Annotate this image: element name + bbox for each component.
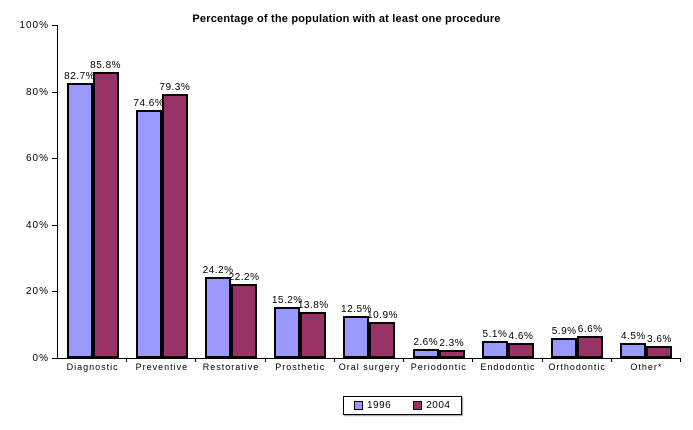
value-label: 85.8% xyxy=(90,60,122,72)
x-axis-tick xyxy=(333,358,335,362)
x-axis-tick xyxy=(195,358,197,362)
y-axis-tick-label: 80% xyxy=(25,86,49,98)
legend-entry-2004: 2004 xyxy=(413,400,450,411)
category-label: Other* xyxy=(630,362,663,372)
value-label: 74.6% xyxy=(133,97,165,109)
x-axis-tick xyxy=(472,358,474,362)
value-label: 24.2% xyxy=(202,265,234,277)
bar-1996-orthodontic xyxy=(551,338,578,358)
bar-2004-endodontic xyxy=(507,342,534,358)
bar-2004-prosthetic xyxy=(300,312,327,358)
category-label: Orthodontic xyxy=(548,362,606,372)
chart-title: Percentage of the population with at lea… xyxy=(192,13,501,25)
category-group: 12.5% 10.9% xyxy=(335,25,404,358)
value-label: 6.6% xyxy=(577,324,603,336)
y-axis-tick-label: 0% xyxy=(32,353,49,364)
category-group: 24.2% 22.2% xyxy=(196,25,265,358)
category-group: 82.7% 85.8% xyxy=(58,25,127,358)
bar-2004-preventive xyxy=(161,93,188,358)
bar-2004-periodontic xyxy=(438,350,465,358)
value-label: 3.6% xyxy=(646,334,672,346)
bar-2004-restorative xyxy=(231,284,258,358)
bar-2004-oral-surgery xyxy=(369,321,396,358)
x-axis-tick xyxy=(610,358,612,362)
value-label: 82.7% xyxy=(64,70,96,82)
legend-swatch-1996 xyxy=(354,401,363,410)
value-label: 79.3% xyxy=(159,81,191,93)
y-axis-tick xyxy=(52,158,57,160)
y-axis-tick xyxy=(52,91,57,93)
category-label: Endodontic xyxy=(480,362,536,372)
category-label: Periodontic xyxy=(410,362,467,372)
legend-label-1996: 1996 xyxy=(367,400,392,411)
bar-1996-periodontic xyxy=(412,349,439,358)
legend-label-2004: 2004 xyxy=(426,400,451,411)
y-axis-tick xyxy=(52,291,57,293)
y-axis-tick-label: 100% xyxy=(19,20,49,31)
category-group: 2.6% 2.3% xyxy=(404,25,473,358)
value-label: 2.6% xyxy=(413,337,439,349)
category-label: Diagnostic xyxy=(66,362,119,372)
legend-entry-1996: 1996 xyxy=(354,400,391,411)
y-axis-tick xyxy=(52,25,57,26)
x-axis-tick xyxy=(126,358,128,362)
bar-1996-restorative xyxy=(205,277,232,358)
bar-2004-other- xyxy=(646,346,673,358)
bar-1996-endodontic xyxy=(481,341,508,358)
y-axis-tick xyxy=(52,358,57,359)
bar-2004-orthodontic xyxy=(577,336,604,358)
category-group: 5.1% 4.6% xyxy=(473,25,542,358)
value-label: 5.9% xyxy=(551,326,577,338)
category-group: 74.6% 79.3% xyxy=(127,25,196,358)
category-group: 15.2% 13.8% xyxy=(266,25,335,358)
category-group: 4.5% 3.6% xyxy=(612,25,681,358)
legend: 1996 2004 xyxy=(343,396,462,415)
bar-1996-oral-surgery xyxy=(343,316,370,358)
bar-1996-diagnostic xyxy=(66,82,93,358)
value-label: 12.5% xyxy=(341,304,372,316)
x-axis-tick xyxy=(541,358,543,362)
value-label: 4.5% xyxy=(620,331,646,343)
legend-swatch-2004 xyxy=(413,401,423,410)
x-axis-tick xyxy=(264,358,266,362)
x-axis-tick xyxy=(680,358,681,362)
category-label: Oral surgery xyxy=(338,362,401,372)
value-label: 13.8% xyxy=(297,300,329,312)
value-label: 22.2% xyxy=(228,272,260,284)
value-label: 15.2% xyxy=(271,295,303,307)
category-label: Preventive xyxy=(135,362,189,372)
bar-1996-preventive xyxy=(135,109,162,358)
category-label: Prosthetic xyxy=(275,362,326,372)
category-label: Restorative xyxy=(202,362,260,372)
value-label: 2.3% xyxy=(439,338,465,350)
category-group: 5.9% 6.6% xyxy=(543,25,612,358)
x-axis-tick xyxy=(403,358,405,362)
value-label: 10.9% xyxy=(367,309,398,321)
y-axis-tick-label: 60% xyxy=(25,153,49,165)
y-axis-tick xyxy=(52,224,57,226)
y-axis-tick-label: 20% xyxy=(25,286,49,298)
value-label: 5.1% xyxy=(482,329,508,341)
bar-2004-diagnostic xyxy=(92,72,119,358)
value-label: 4.6% xyxy=(508,330,534,342)
bar-1996-prosthetic xyxy=(274,307,301,358)
plot-area: 82.7% 85.8% Diagnostic 74.6% 79.3% Preventive… xyxy=(57,25,681,372)
y-axis-tick-label: 40% xyxy=(25,219,49,231)
bar-1996-other- xyxy=(620,343,647,358)
